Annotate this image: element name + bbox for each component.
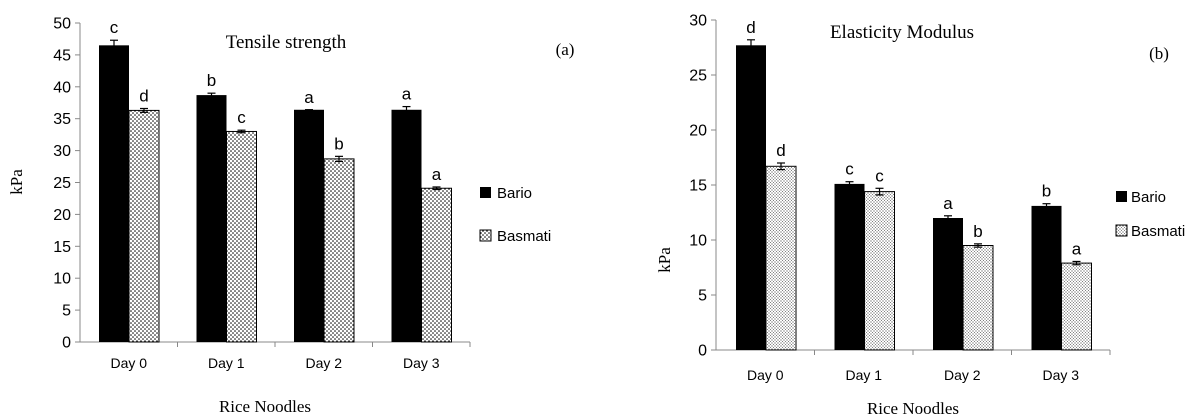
x-axis-label: Rice Noodles: [219, 397, 311, 416]
y-tick-label: 0: [698, 343, 707, 360]
bar-bario: [834, 183, 865, 350]
y-tick-label: 20: [53, 207, 71, 224]
bar-bario: [294, 109, 324, 342]
bar-basmati: [962, 245, 994, 351]
x-tick-label: Day 3: [1042, 367, 1079, 383]
significance-label: a: [402, 85, 412, 104]
significance-label: a: [432, 165, 442, 184]
x-tick-label: Day 1: [208, 355, 245, 371]
legend-label-basmati: Basmati: [1131, 223, 1185, 240]
bar-basmati: [323, 158, 355, 343]
y-tick-label: 50: [53, 16, 71, 33]
y-tick-label: 0: [62, 335, 71, 352]
significance-label: c: [845, 160, 854, 179]
chart-panel-b: Elasticity Modulus (b) kPa Rice Noodles …: [655, 13, 1185, 418]
significance-label: a: [1072, 239, 1082, 258]
x-tick-label: Day 3: [403, 355, 440, 371]
y-tick-label: 25: [689, 68, 707, 85]
y-tick-label: 40: [53, 79, 71, 96]
plot-area: 0 5 10 15 20 25 30 35 40 45 50 Day 0 Day 1 Day 2 Day 3…: [53, 16, 471, 371]
y-tick-label: 10: [53, 271, 71, 288]
y-tick-label: 30: [53, 143, 71, 160]
chart-title: Elasticity Modulus: [830, 22, 974, 43]
significance-label: a: [304, 88, 314, 107]
y-tick-label: 5: [62, 303, 71, 320]
significance-label: b: [334, 134, 343, 153]
panel-label: (a): [556, 40, 575, 59]
bar-basmati: [421, 187, 452, 343]
legend-label-bario: Bario: [497, 185, 532, 202]
x-tick-label: Day 0: [747, 367, 784, 383]
chart-panel-a: Tensile strength (a) kPa Rice Noodles Ba…: [7, 16, 574, 417]
y-tick-label: 10: [689, 233, 707, 250]
bar-basmati: [765, 165, 797, 351]
significance-label: c: [875, 166, 884, 185]
bar-bario: [933, 218, 963, 350]
bar-basmati: [128, 109, 160, 343]
significance-label: b: [207, 71, 216, 90]
legend-swatch-basmati: [479, 229, 492, 242]
bar-bario: [736, 45, 766, 351]
legend-swatch-basmati: [1115, 224, 1128, 237]
significance-label: d: [776, 141, 785, 160]
bar-basmati: [864, 191, 895, 351]
bar-basmati: [1061, 262, 1092, 351]
legend-label-basmati: Basmati: [497, 228, 551, 245]
x-tick-label: Day 2: [944, 367, 981, 383]
y-axis-label: kPa: [7, 169, 26, 195]
y-tick-label: 25: [53, 175, 71, 192]
y-tick-label: 5: [698, 288, 707, 305]
bar-bario: [99, 45, 129, 343]
chart-title: Tensile strength: [226, 32, 347, 53]
significance-label: a: [943, 194, 953, 213]
plot-area: 0 5 10 15 20 25 30 Day 0 Day 1 Day 2 Day 3 d c a b d c b a: [689, 13, 1111, 383]
x-axis-label: Rice Noodles: [867, 399, 959, 418]
legend-swatch-bario: [480, 187, 491, 198]
y-axis-label: kPa: [655, 247, 674, 273]
x-tick-label: Day 2: [305, 355, 342, 371]
y-tick-label: 30: [689, 13, 707, 30]
y-tick-label: 15: [53, 239, 71, 256]
legend: Bario Basmati: [1115, 189, 1185, 240]
legend: Bario Basmati: [479, 185, 551, 245]
bar-bario: [391, 109, 422, 342]
y-tick-label: 15: [689, 178, 707, 195]
legend-label-bario: Bario: [1131, 189, 1166, 206]
significance-label: b: [1042, 182, 1051, 201]
x-tick-label: Day 1: [845, 367, 882, 383]
bar-basmati: [226, 130, 257, 343]
legend-swatch-bario: [1116, 191, 1127, 202]
y-tick-label: 45: [53, 47, 71, 64]
panel-label: (b): [1149, 44, 1169, 63]
bar-bario: [196, 95, 227, 343]
x-tick-label: Day 0: [110, 355, 147, 371]
y-tick-label: 35: [53, 111, 71, 128]
significance-label: c: [237, 108, 246, 127]
significance-label: b: [973, 222, 982, 241]
y-tick-label: 20: [689, 123, 707, 140]
significance-label: c: [110, 18, 119, 37]
bar-bario: [1031, 205, 1062, 350]
significance-label: d: [139, 86, 148, 105]
significance-label: d: [746, 18, 755, 37]
